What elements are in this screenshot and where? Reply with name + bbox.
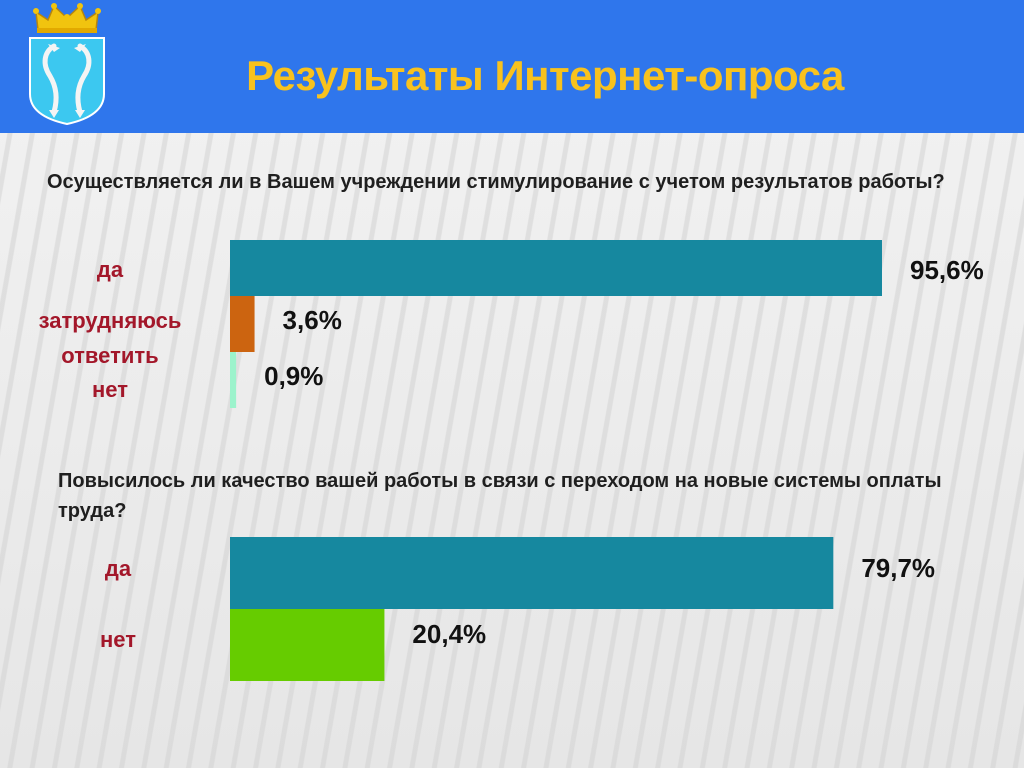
bar-yes: [230, 240, 882, 296]
chart-plot-area: 79,7% 20,4%: [230, 537, 935, 681]
category-label-no: нет: [91, 377, 128, 402]
value-label: 3,6%: [283, 305, 342, 335]
chart-plot-area: 95,6% 3,6% 0,9%: [230, 240, 984, 408]
category-label-hard-to-say: затрудняюсь ответить: [38, 308, 182, 368]
category-label-yes: да: [104, 556, 132, 581]
category-label-no: нет: [99, 627, 136, 652]
value-label: 20,4%: [412, 619, 486, 649]
saratov-coat-of-arms-icon: [29, 3, 105, 126]
header-bar: Результаты Интернет-опроса: [0, 0, 1024, 133]
chart-work-quality: Повысилось ли качество вашей работы в св…: [0, 462, 1024, 682]
chart-title: Осуществляется ли в Вашем учреждении сти…: [47, 171, 945, 193]
chart-title: Повысилось ли качество вашей работы в св…: [58, 470, 942, 522]
value-label: 95,6%: [910, 255, 984, 285]
bar-yes: [230, 537, 834, 609]
value-label: 0,9%: [264, 361, 323, 391]
chart-stimulation: Осуществляется ли в Вашем учреждении сти…: [0, 163, 1024, 423]
bar-no: [230, 352, 237, 408]
value-label: 79,7%: [861, 553, 935, 583]
page-title: Результаты Интернет-опроса: [246, 52, 844, 99]
category-label-yes: да: [96, 257, 124, 282]
bar-no: [230, 609, 385, 681]
bar-hard-to-say: [230, 296, 255, 352]
